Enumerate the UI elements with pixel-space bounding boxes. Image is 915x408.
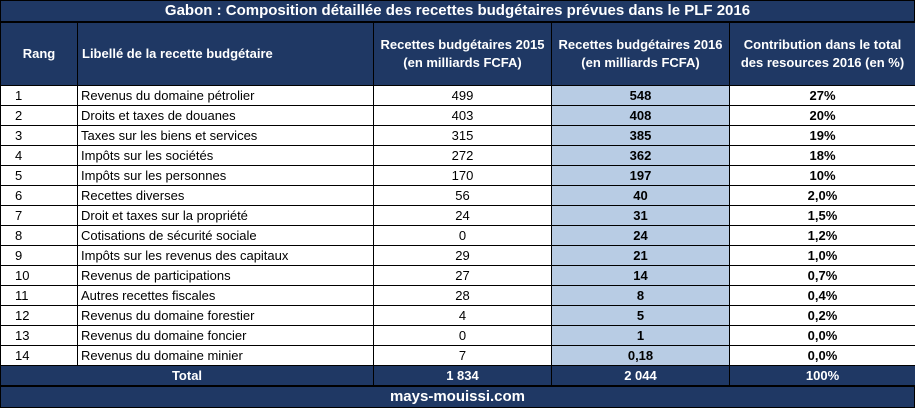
source-footer: mays-mouissi.com	[0, 386, 915, 408]
recettes-2016-cell: 24	[552, 226, 730, 246]
libelle-cell: Impôts sur les sociétés	[78, 146, 374, 166]
rang-cell: 13	[1, 326, 78, 346]
rang-cell: 11	[1, 286, 78, 306]
total-2016: 2 044	[552, 366, 730, 386]
rang-cell: 7	[1, 206, 78, 226]
recettes-2015-cell: 29	[374, 246, 552, 266]
libelle-cell: Taxes sur les biens et services	[78, 126, 374, 146]
recettes-2015-cell: 0	[374, 326, 552, 346]
contribution-cell: 20%	[730, 106, 915, 126]
libelle-cell: Impôts sur les revenus des capitaux	[78, 246, 374, 266]
recettes-2015-cell: 27	[374, 266, 552, 286]
rang-cell: 4	[1, 146, 78, 166]
header-libelle: Libellé de la recette budgétaire	[78, 23, 374, 86]
rang-cell: 8	[1, 226, 78, 246]
contribution-cell: 0,0%	[730, 326, 915, 346]
rang-cell: 2	[1, 106, 78, 126]
libelle-cell: Revenus du domaine pétrolier	[78, 86, 374, 106]
recettes-2015-cell: 0	[374, 226, 552, 246]
recettes-2015-cell: 499	[374, 86, 552, 106]
recettes-2016-cell: 21	[552, 246, 730, 266]
libelle-cell: Impôts sur les personnes	[78, 166, 374, 186]
rang-cell: 1	[1, 86, 78, 106]
contribution-cell: 18%	[730, 146, 915, 166]
libelle-cell: Revenus du domaine forestier	[78, 306, 374, 326]
contribution-cell: 0,4%	[730, 286, 915, 306]
contribution-cell: 1,5%	[730, 206, 915, 226]
rang-cell: 5	[1, 166, 78, 186]
recettes-2016-cell: 0,18	[552, 346, 730, 366]
contribution-cell: 27%	[730, 86, 915, 106]
rang-cell: 12	[1, 306, 78, 326]
contribution-cell: 1,0%	[730, 246, 915, 266]
header-row: Rang Libellé de la recette budgétaire Re…	[1, 23, 915, 86]
header-recettes-2016: Recettes budgétaires 2016 (en milliards …	[552, 23, 730, 86]
header-recettes-2015: Recettes budgétaires 2015 (en milliards …	[374, 23, 552, 86]
recettes-2015-cell: 28	[374, 286, 552, 306]
recettes-2015-cell: 4	[374, 306, 552, 326]
recettes-2016-cell: 408	[552, 106, 730, 126]
contribution-cell: 2,0%	[730, 186, 915, 206]
header-rang: Rang	[1, 23, 78, 86]
recettes-2016-cell: 197	[552, 166, 730, 186]
libelle-cell: Revenus du domaine foncier	[78, 326, 374, 346]
contribution-cell: 0,0%	[730, 346, 915, 366]
recettes-2015-cell: 272	[374, 146, 552, 166]
table-title: Gabon : Composition détaillée des recett…	[0, 0, 915, 22]
rang-cell: 10	[1, 266, 78, 286]
recettes-2016-cell: 5	[552, 306, 730, 326]
rang-cell: 6	[1, 186, 78, 206]
libelle-cell: Revenus du domaine minier	[78, 346, 374, 366]
recettes-2016-cell: 14	[552, 266, 730, 286]
total-contribution: 100%	[730, 366, 915, 386]
total-2015: 1 834	[374, 366, 552, 386]
contribution-cell: 1,2%	[730, 226, 915, 246]
recettes-2015-cell: 24	[374, 206, 552, 226]
recettes-2015-cell: 170	[374, 166, 552, 186]
libelle-cell: Autres recettes fiscales	[78, 286, 374, 306]
recettes-2016-cell: 548	[552, 86, 730, 106]
libelle-cell: Droit et taxes sur la propriété	[78, 206, 374, 226]
rang-cell: 3	[1, 126, 78, 146]
rang-cell: 9	[1, 246, 78, 266]
total-label: Total	[1, 366, 374, 386]
contribution-cell: 10%	[730, 166, 915, 186]
recettes-2016-cell: 362	[552, 146, 730, 166]
libelle-cell: Revenus de participations	[78, 266, 374, 286]
header-contribution: Contribution dans le total des resources…	[730, 23, 915, 86]
recettes-2015-cell: 56	[374, 186, 552, 206]
libelle-cell: Droits et taxes de douanes	[78, 106, 374, 126]
recettes-2016-cell: 31	[552, 206, 730, 226]
recettes-2016-cell: 385	[552, 126, 730, 146]
recettes-2015-cell: 403	[374, 106, 552, 126]
total-row: Total 1 834 2 044 100%	[1, 366, 915, 386]
recettes-2016-cell: 1	[552, 326, 730, 346]
contribution-cell: 0,7%	[730, 266, 915, 286]
contribution-cell: 19%	[730, 126, 915, 146]
contribution-cell: 0,2%	[730, 306, 915, 326]
recettes-2016-cell: 8	[552, 286, 730, 306]
recettes-2015-cell: 315	[374, 126, 552, 146]
libelle-cell: Recettes diverses	[78, 186, 374, 206]
libelle-cell: Cotisations de sécurité sociale	[78, 226, 374, 246]
revenue-table: Rang Libellé de la recette budgétaire Re…	[0, 22, 915, 386]
recettes-2015-cell: 7	[374, 346, 552, 366]
recettes-2016-cell: 40	[552, 186, 730, 206]
rang-cell: 14	[1, 346, 78, 366]
